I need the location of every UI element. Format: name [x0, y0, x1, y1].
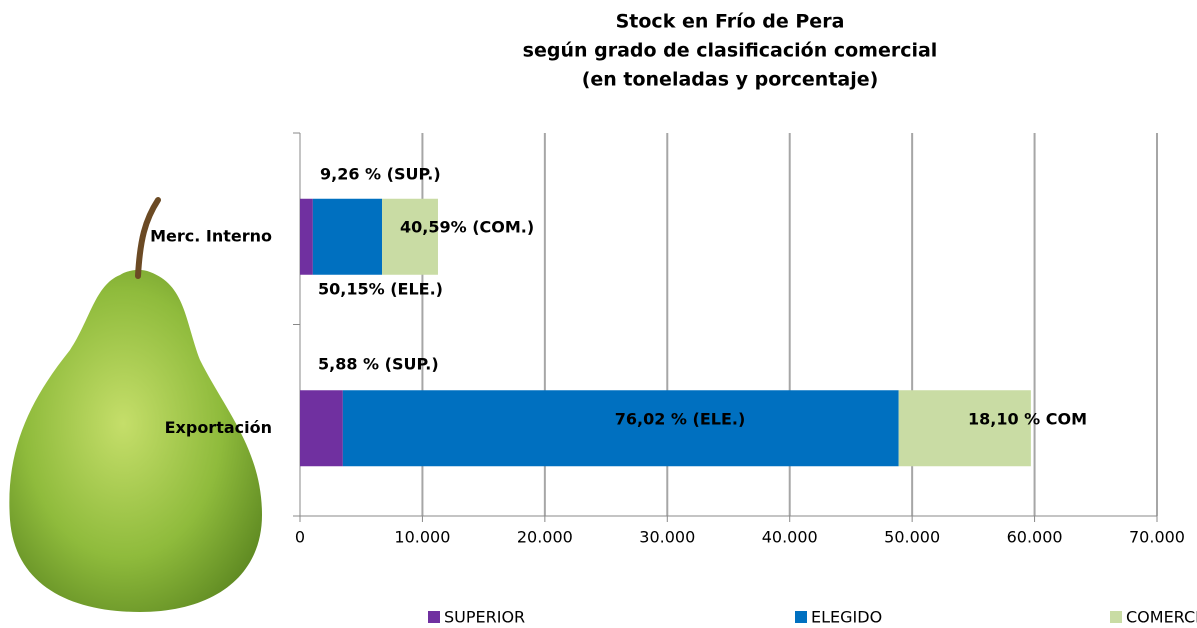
page: Stock en Frío de Pera según grado de clas… — [0, 0, 1197, 628]
legend-swatch — [428, 611, 440, 623]
x-tick-label: 0 — [295, 528, 305, 547]
x-tick-label: 40.000 — [762, 528, 818, 547]
annotation: 9,26 % (SUP.) — [320, 165, 441, 184]
chart-title: según grado de clasificación comercial — [523, 40, 938, 62]
x-tick-label: 50.000 — [884, 528, 940, 547]
bar-segment — [300, 199, 313, 275]
annotation: 40,59% (COM.) — [400, 218, 534, 237]
legend-swatch — [1110, 611, 1122, 623]
legend-label: COMERCIAL — [1126, 608, 1197, 627]
annotation: 5,88 % (SUP.) — [318, 355, 439, 374]
legend-swatch — [795, 611, 807, 623]
x-tick-label: 70.000 — [1129, 528, 1185, 547]
bar-segment — [382, 199, 438, 275]
chart: Stock en Frío de Pera según grado de clas… — [0, 0, 1197, 628]
legend-label: ELEGIDO — [811, 608, 882, 627]
chart-title: Stock en Frío de Pera — [616, 11, 845, 33]
y-tick-label: Exportación — [165, 418, 272, 437]
pear-image — [9, 200, 262, 612]
annotation: 50,15% (ELE.) — [318, 280, 443, 299]
legend-label: SUPERIOR — [444, 608, 525, 627]
bar-segment — [300, 390, 343, 466]
x-tick-label: 60.000 — [1007, 528, 1063, 547]
x-tick-label: 30.000 — [639, 528, 695, 547]
chart-title: (en toneladas y porcentaje) — [582, 69, 879, 91]
x-tick-label: 10.000 — [394, 528, 450, 547]
y-tick-label: Merc. Interno — [150, 226, 272, 245]
annotation: 18,10 % COM — [968, 410, 1087, 429]
x-tick-label: 20.000 — [517, 528, 573, 547]
bar-segment — [313, 199, 382, 275]
annotation: 76,02 % (ELE.) — [615, 410, 746, 429]
